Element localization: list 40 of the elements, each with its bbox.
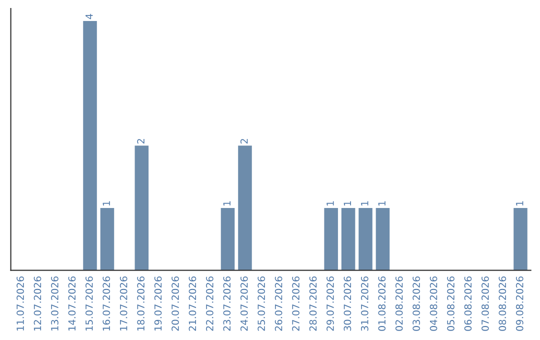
x-tick-label: 20.07.2026 [172, 276, 179, 331]
x-tick-label: 26.07.2026 [274, 276, 282, 331]
x-tick-label: 21.07.2026 [188, 276, 196, 331]
data-label: 1 [344, 201, 351, 206]
data-label: 1 [102, 201, 110, 206]
x-tick-label: 16.07.2026 [102, 276, 110, 330]
x-tick-label: 05.08.2026 [447, 276, 454, 331]
x-tick-label: 08.08.2026 [498, 276, 506, 331]
x-tick-label: 18.07.2026 [137, 276, 144, 330]
x-tick-label: 28.07.2026 [309, 276, 317, 331]
x-tick-label: 07.08.2026 [482, 276, 489, 331]
x-tick-label: 02.08.2026 [395, 276, 403, 331]
data-label: 2 [240, 139, 248, 144]
data-label: 1 [516, 201, 524, 206]
x-tick-label: 09.08.2026 [516, 276, 524, 331]
x-tick-label: 30.07.2026 [344, 276, 352, 331]
x-tick-label: 06.08.2026 [464, 276, 472, 331]
x-tick-label: 27.07.2026 [292, 276, 300, 331]
data-label: 1 [223, 201, 230, 206]
x-tick-label: 31.07.2026 [360, 276, 368, 331]
data-label: 1 [326, 201, 334, 206]
data-label: 1 [378, 201, 386, 206]
x-tick-label: 11.07.2026 [16, 276, 24, 330]
x-tick-label: 24.07.2026 [240, 276, 248, 331]
x-tick-label: 22.07.2026 [206, 276, 214, 331]
data-label: 2 [137, 139, 144, 144]
x-tick-label: 01.08.2026 [378, 276, 386, 331]
x-tick-label: 14.07.2026 [68, 276, 76, 330]
x-tick-label: 23.07.2026 [223, 276, 231, 331]
x-tick-label: 12.07.2026 [34, 276, 42, 330]
data-label: 4 [86, 14, 93, 20]
x-tick-label: 29.07.2026 [326, 276, 334, 331]
x-tick-label: 19.07.2026 [154, 276, 162, 330]
x-tick-label: 03.08.2026 [412, 276, 420, 331]
x-tick-label: 15.07.2026 [85, 276, 93, 330]
x-tick-label: 17.07.2026 [120, 276, 128, 330]
x-tick-label: 25.07.2026 [258, 276, 266, 331]
data-label: 1 [361, 201, 368, 206]
x-tick-label: 04.08.2026 [430, 276, 438, 331]
x-tick-label: 13.07.2026 [51, 276, 58, 330]
